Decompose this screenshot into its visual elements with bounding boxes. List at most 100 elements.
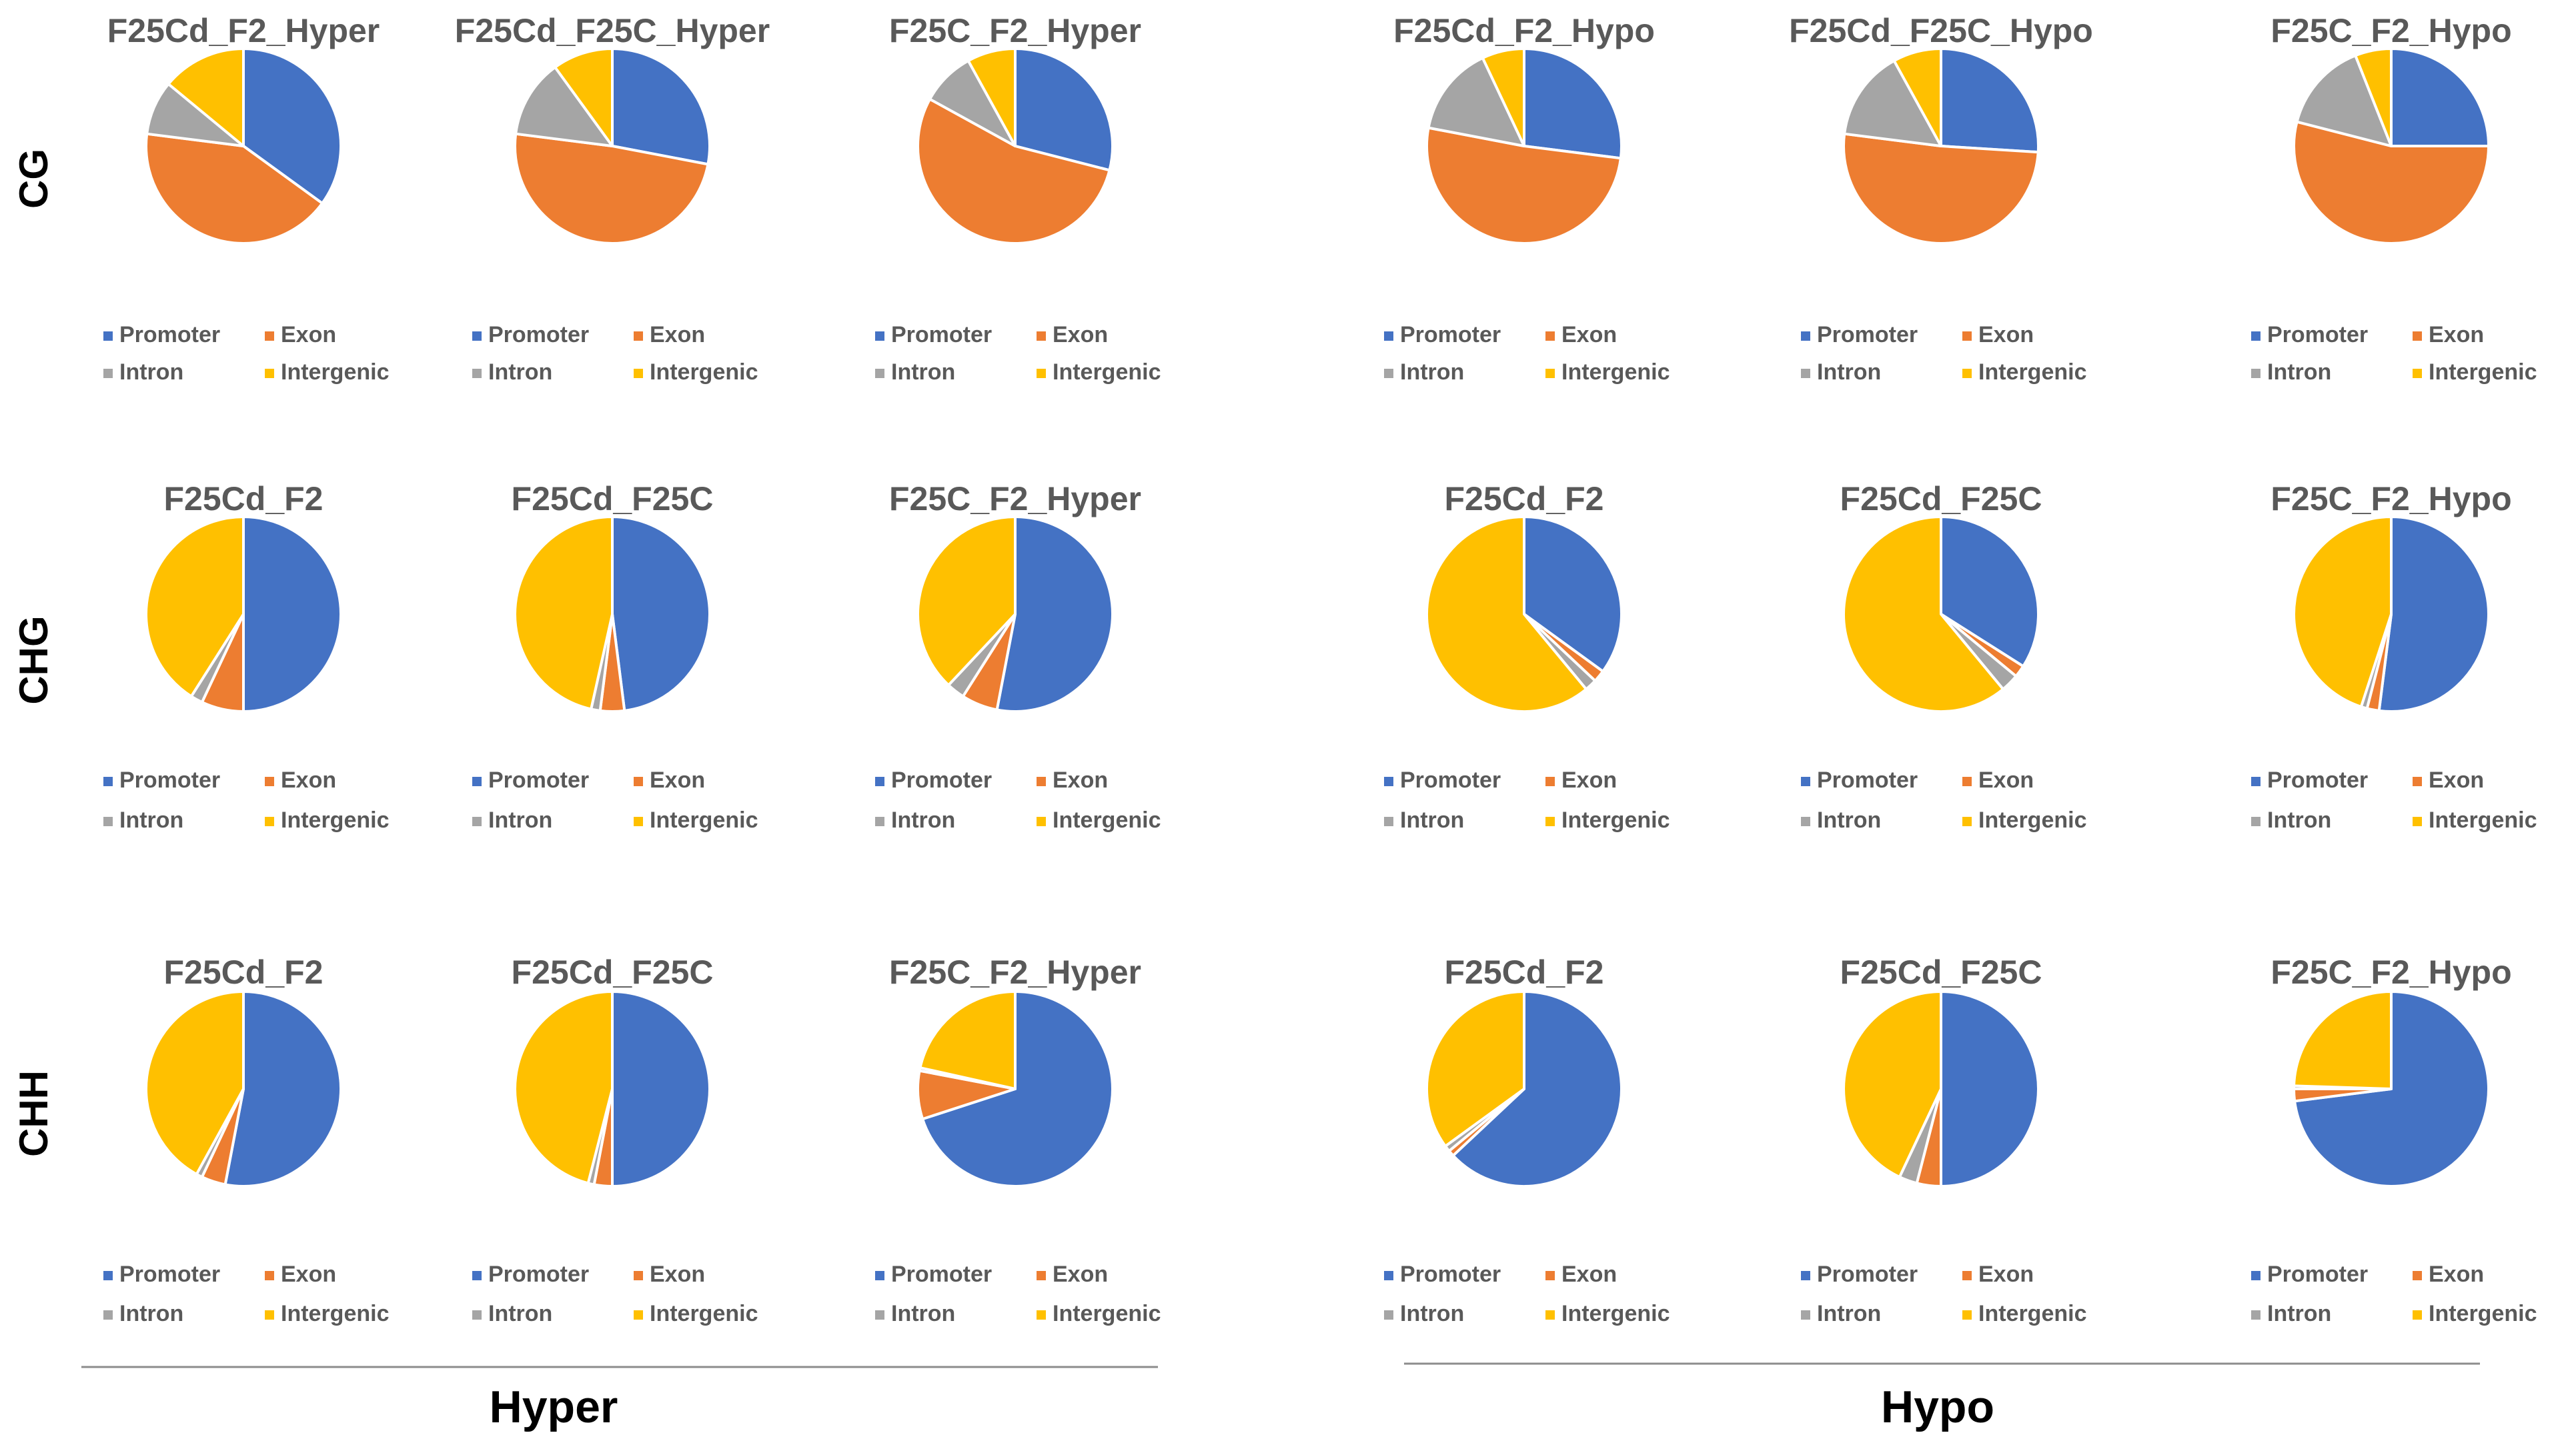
legend-swatch-promoter <box>2251 1271 2261 1280</box>
legend-label-intron: Intron <box>1400 808 1464 833</box>
pie-chart-chg-hypo-f25c-f2-hypo: F25C_F2_Hypo Promoter Exon Intron Intergenic <box>2251 480 2537 833</box>
legend-item-intron: Intron <box>875 359 955 385</box>
pie-title: F25C_F2_Hypo <box>2271 954 2511 991</box>
legend-label-promoter: Promoter <box>488 768 589 793</box>
legend-swatch-exon <box>265 777 274 786</box>
legend-item-exon: Exon <box>1962 1262 2034 1287</box>
legend-label-intron: Intron <box>488 808 552 833</box>
legend-label-intergenic: Intergenic <box>1561 808 1670 833</box>
legend-label-exon: Exon <box>650 1262 705 1287</box>
legend-item-promoter: Promoter <box>1801 1262 1918 1287</box>
legend-swatch-intron <box>1384 369 1393 378</box>
pie-chart-chh-hypo-f25cd-f2: F25Cd_F2 Promoter Exon Intron Intergenic <box>1384 954 1670 1326</box>
legend-swatch-promoter <box>1801 1271 1810 1280</box>
legend-swatch-intergenic <box>265 1310 274 1320</box>
legend-item-promoter: Promoter <box>2251 322 2368 347</box>
legend-item-intergenic: Intergenic <box>265 359 389 385</box>
legend-label-exon: Exon <box>1053 322 1108 347</box>
legend-item-exon: Exon <box>1037 768 1108 793</box>
legend-label-exon: Exon <box>1978 768 2034 793</box>
pie-title: F25Cd_F2 <box>164 480 324 517</box>
legend-item-promoter: Promoter <box>1801 768 1918 793</box>
legend-item-promoter: Promoter <box>875 1262 992 1287</box>
legend-label-intron: Intron <box>1817 359 1881 385</box>
legend-label-promoter: Promoter <box>2267 322 2368 347</box>
pie-title: F25C_F2_Hyper <box>889 480 1141 517</box>
pie-slice-intergenic <box>145 515 245 698</box>
legend-item-intergenic: Intergenic <box>634 808 758 833</box>
legend-item-promoter: Promoter <box>472 322 589 347</box>
pie-chart-chh-hyper-f25cd-f25c: F25Cd_F25C Promoter Exon Intron Intergenic <box>472 954 758 1326</box>
legend-label-intergenic: Intergenic <box>1561 359 1670 385</box>
legend-swatch-promoter <box>103 331 113 341</box>
pie-slice-intergenic <box>1892 47 1942 147</box>
legend-item-intergenic: Intergenic <box>1037 808 1161 833</box>
legend-swatch-promoter <box>2251 331 2261 341</box>
legend-label-exon: Exon <box>2429 322 2484 347</box>
pie-slice-promoter <box>611 990 711 1188</box>
legend-label-promoter: Promoter <box>1817 1262 1918 1287</box>
pie-chart-chh-hyper-f25cd-f2: F25Cd_F2 Promoter Exon Intron Intergenic <box>103 954 389 1326</box>
legend-swatch-intron <box>1801 817 1810 826</box>
legend-label-intergenic: Intergenic <box>1978 808 2086 833</box>
legend-label-exon: Exon <box>1561 768 1617 793</box>
legend-item-exon: Exon <box>1037 322 1108 347</box>
legend-swatch-intergenic <box>1545 1310 1555 1320</box>
pie-chart-cg-hypo-f25c-f2-hypo: F25C_F2_Hypo Promoter Exon Intron Intergenic <box>2251 12 2537 385</box>
legend-swatch-exon <box>1962 1271 1972 1280</box>
pie-slice-exon <box>1842 132 2040 245</box>
pie-slice-promoter <box>1451 990 1624 1188</box>
legend-swatch-intron <box>2251 369 2261 378</box>
legend-label-intergenic: Intergenic <box>281 808 389 833</box>
pie-chart-cg-hyper-f25cd-f25c-hyper: F25Cd_F25C_Hyper Promoter Exon Intron Interg… <box>455 12 770 385</box>
legend-swatch-intron <box>103 1310 113 1320</box>
legend-label-promoter: Promoter <box>488 1262 589 1287</box>
legend-label-promoter: Promoter <box>1400 768 1501 793</box>
pie-slice-intergenic <box>1842 515 2005 713</box>
legend-item-exon: Exon <box>265 768 336 793</box>
legend-label-exon: Exon <box>1561 322 1617 347</box>
pie-slice-promoter <box>1940 47 2040 154</box>
legend-item-intron: Intron <box>472 359 552 385</box>
legend-swatch-intergenic <box>2413 1310 2422 1320</box>
pie-slice-intergenic <box>167 47 245 147</box>
legend-label-exon: Exon <box>2429 1262 2484 1287</box>
pie-slice-intergenic <box>1425 515 1588 713</box>
legend-item-intron: Intron <box>103 1301 183 1326</box>
legend-label-intergenic: Intergenic <box>2429 808 2537 833</box>
legend-label-exon: Exon <box>1978 322 2034 347</box>
legend-item-intergenic: Intergenic <box>1037 359 1161 385</box>
legend-label-intron: Intron <box>119 1301 183 1326</box>
legend-swatch-exon <box>1545 1271 1555 1280</box>
pie-title: F25Cd_F2 <box>1445 480 1604 517</box>
legend-item-intergenic: Intergenic <box>1545 1301 1670 1326</box>
legend-item-intergenic: Intergenic <box>1037 1301 1161 1326</box>
legend-label-promoter: Promoter <box>2267 1262 2368 1287</box>
legend-swatch-exon <box>1037 777 1046 786</box>
legend-item-intergenic: Intergenic <box>2413 359 2537 385</box>
legend-label-exon: Exon <box>650 768 705 793</box>
legend-swatch-exon <box>634 777 643 786</box>
pie-slice-exon <box>916 97 1111 245</box>
legend-label-intergenic: Intergenic <box>281 359 389 385</box>
legend-item-exon: Exon <box>265 322 336 347</box>
legend-item-intron: Intron <box>2251 1301 2331 1326</box>
legend-swatch-intron <box>103 369 113 378</box>
legend-item-exon: Exon <box>1545 1262 1617 1287</box>
legend-swatch-intron <box>1801 369 1810 378</box>
legend-swatch-promoter <box>472 1271 482 1280</box>
legend-item-exon: Exon <box>1962 768 2034 793</box>
legend-swatch-exon <box>1545 331 1555 341</box>
legend-item-intergenic: Intergenic <box>1962 808 2086 833</box>
legend-swatch-intergenic <box>265 817 274 826</box>
legend-swatch-intergenic <box>1962 1310 1972 1320</box>
pie-slice-intergenic <box>554 47 614 147</box>
legend-swatch-exon <box>1962 777 1972 786</box>
legend-label-intron: Intron <box>2267 808 2331 833</box>
pie-slice-intergenic <box>2354 47 2393 147</box>
legend-swatch-promoter <box>472 777 482 786</box>
pie-slice-promoter <box>2390 47 2490 147</box>
legend-label-intron: Intron <box>891 1301 955 1326</box>
legend-swatch-intergenic <box>2413 369 2422 378</box>
pie-slice-exon <box>1425 126 1622 245</box>
